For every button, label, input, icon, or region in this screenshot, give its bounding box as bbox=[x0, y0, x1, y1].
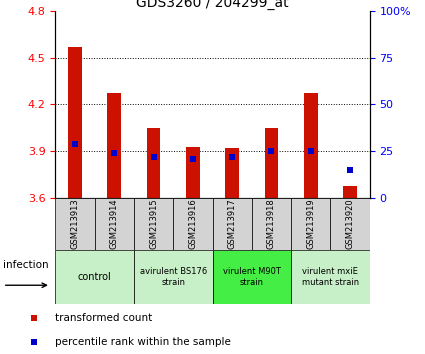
Bar bbox=[343, 186, 357, 198]
Text: virulent M90T
strain: virulent M90T strain bbox=[223, 267, 281, 287]
Bar bbox=[265, 128, 278, 198]
Bar bbox=[55, 250, 134, 304]
Text: GSM213920: GSM213920 bbox=[346, 199, 354, 249]
Text: GSM213918: GSM213918 bbox=[267, 199, 276, 249]
Text: GSM213915: GSM213915 bbox=[149, 199, 158, 249]
Text: GSM213917: GSM213917 bbox=[228, 199, 237, 249]
Text: GSM213913: GSM213913 bbox=[71, 199, 79, 249]
Text: virulent mxiE
mutant strain: virulent mxiE mutant strain bbox=[302, 267, 359, 287]
Title: GDS3260 / 204299_at: GDS3260 / 204299_at bbox=[136, 0, 289, 10]
Bar bbox=[291, 250, 370, 304]
Bar bbox=[212, 198, 252, 250]
Bar bbox=[291, 198, 331, 250]
Bar bbox=[212, 250, 291, 304]
Bar bbox=[225, 148, 239, 198]
Text: GSM213914: GSM213914 bbox=[110, 199, 119, 249]
Bar bbox=[68, 47, 82, 198]
Bar bbox=[134, 198, 173, 250]
Text: transformed count: transformed count bbox=[55, 313, 153, 323]
Text: GSM213916: GSM213916 bbox=[188, 199, 197, 249]
Text: control: control bbox=[78, 272, 111, 282]
Bar bbox=[55, 198, 94, 250]
Bar bbox=[147, 128, 160, 198]
Bar bbox=[94, 198, 134, 250]
Bar bbox=[173, 198, 212, 250]
Bar bbox=[108, 93, 121, 198]
Text: infection: infection bbox=[3, 260, 48, 270]
Text: avirulent BS176
strain: avirulent BS176 strain bbox=[139, 267, 207, 287]
Text: percentile rank within the sample: percentile rank within the sample bbox=[55, 337, 231, 347]
Bar bbox=[134, 250, 212, 304]
Bar bbox=[252, 198, 291, 250]
Bar bbox=[304, 93, 317, 198]
Bar bbox=[331, 198, 370, 250]
Text: GSM213919: GSM213919 bbox=[306, 199, 315, 249]
Bar bbox=[186, 147, 200, 198]
